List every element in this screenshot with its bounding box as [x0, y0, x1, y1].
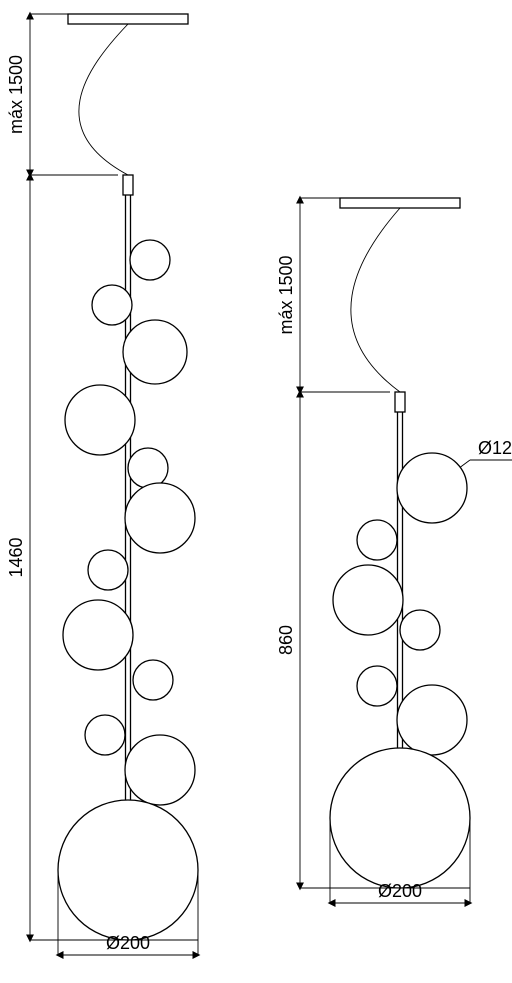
dim-label: máx 1500: [6, 55, 26, 134]
globe-small: [133, 660, 173, 700]
globe-small: [400, 610, 440, 650]
canopy: [340, 198, 460, 208]
dim-label: Ø200: [106, 933, 150, 953]
cable: [351, 208, 400, 392]
globe-small: [125, 483, 195, 553]
globe-small: [128, 448, 168, 488]
globe-small: [397, 685, 467, 755]
globe-small: [125, 735, 195, 805]
globe-small: [130, 240, 170, 280]
lamp: [58, 14, 198, 940]
globe-small: [63, 600, 133, 670]
globe-small: [92, 285, 132, 325]
globe-small: [123, 320, 187, 384]
dim-label: Ø120: [478, 438, 512, 458]
dim-label: Ø200: [378, 881, 422, 901]
globe-main: [58, 800, 198, 940]
leader-line: [460, 460, 470, 467]
globe-small: [333, 565, 403, 635]
dim-label: máx 1500: [276, 255, 296, 334]
lamp: [330, 198, 470, 888]
cable: [79, 24, 128, 175]
canopy: [68, 14, 188, 24]
dim-label: 1460: [6, 537, 26, 577]
globe-small: [357, 666, 397, 706]
connector: [395, 392, 405, 412]
dim-label: 860: [276, 625, 296, 655]
connector: [123, 175, 133, 195]
globe-small: [397, 453, 467, 523]
globe-small: [357, 520, 397, 560]
globe-small: [65, 385, 135, 455]
globe-main: [330, 748, 470, 888]
globe-small: [88, 550, 128, 590]
globe-small: [85, 715, 125, 755]
